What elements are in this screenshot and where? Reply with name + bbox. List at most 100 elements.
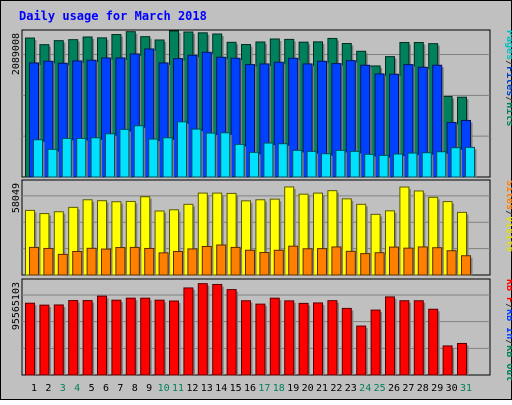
x-tick-label: 24: [359, 383, 371, 394]
bar-pages: [436, 151, 447, 178]
bar-pages: [33, 139, 43, 178]
bar-pages: [450, 147, 461, 178]
bar-pages: [321, 153, 331, 178]
bar-kb-f: [298, 302, 309, 376]
axis-legend-item: KB In: [504, 309, 512, 339]
x-tick-label: 23: [345, 383, 357, 394]
bar-kb-f: [39, 304, 50, 376]
x-tick-label: 27: [402, 383, 414, 394]
bar-sites: [216, 244, 227, 276]
bar-sites: [461, 255, 471, 276]
bar-sites: [57, 253, 68, 276]
bar-kb-f: [140, 297, 151, 376]
bar-sites: [403, 247, 414, 276]
bar-kb-f: [385, 296, 395, 376]
bar-sites: [230, 246, 241, 276]
panel-max-label: 58049: [11, 183, 22, 213]
axis-legend-item: /: [504, 339, 512, 345]
axis-legend-item: /: [504, 210, 512, 216]
x-tick-label: 29: [431, 383, 443, 394]
bar-sites: [173, 250, 183, 276]
x-tick-label: 16: [244, 383, 256, 394]
bar-kb-f: [284, 300, 295, 376]
bar-pages: [364, 153, 375, 178]
bar-pages: [263, 142, 274, 178]
bar-sites: [345, 250, 356, 276]
bar-kb-f: [457, 342, 467, 376]
bar-sites: [187, 248, 198, 276]
bar-kb-f: [97, 295, 107, 376]
bar-pages: [393, 153, 403, 178]
bar-kb-f: [154, 299, 165, 376]
bar-pages: [378, 154, 389, 178]
x-tick-label: 22: [330, 383, 342, 394]
bar-kb-f: [428, 308, 439, 376]
bar-sites: [417, 246, 428, 276]
bar-sites: [144, 247, 155, 276]
axis-legend-item: Files: [504, 66, 512, 96]
bar-sites: [389, 246, 399, 276]
bar-sites: [302, 248, 313, 276]
axis-legend-item: Visits: [504, 216, 512, 252]
bar-kb-f: [169, 300, 179, 376]
x-tick-label: 15: [230, 383, 242, 394]
bar-kb-f: [356, 325, 367, 376]
bar-sites: [273, 249, 284, 276]
plot-layer: 2089008Pages/Files/Hits58049Sites/Visits…: [11, 29, 512, 394]
bar-sites: [317, 248, 327, 276]
bar-pages: [205, 132, 216, 178]
x-tick-label: 10: [158, 383, 170, 394]
bar-pages: [465, 146, 475, 178]
x-tick-label: 28: [417, 383, 429, 394]
bar-sites: [331, 246, 342, 276]
bar-kb-f: [197, 283, 208, 376]
bar-kb-f: [313, 302, 323, 376]
panel-max-label: 95565103: [11, 282, 22, 330]
bar-sites: [245, 249, 255, 276]
bar-kb-f: [183, 287, 194, 376]
panel-max-label: 2089008: [11, 33, 22, 75]
x-tick-label: 6: [103, 383, 109, 394]
bar-kb-f: [269, 297, 280, 376]
panel-axis-legend: KB F/KB In/KB Out: [504, 279, 512, 381]
bar-pages: [306, 150, 317, 178]
bar-pages: [162, 137, 173, 178]
panel-axis-legend: Sites/Visits: [504, 180, 512, 252]
bar-kb-f: [341, 307, 352, 376]
axis-legend-item: /: [504, 303, 512, 309]
bar-pages: [249, 151, 259, 178]
axis-legend-item: KB Out: [504, 345, 512, 381]
axis-legend-item: Hits: [504, 102, 512, 126]
panel-axis-legend: Pages/Files/Hits: [504, 30, 512, 126]
chart-title: Daily usage for March 2018: [19, 9, 207, 23]
bar-sites: [432, 247, 443, 276]
x-tick-label: 5: [89, 383, 95, 394]
bar-sites: [288, 245, 299, 276]
x-tick-label: 20: [302, 383, 314, 394]
bar-sites: [158, 252, 169, 276]
bar-pages: [220, 132, 231, 178]
bar-sites: [29, 246, 39, 276]
x-tick-label: 7: [117, 383, 123, 394]
bar-pages: [177, 121, 187, 178]
x-tick-label: 30: [446, 383, 458, 394]
bar-sites: [101, 248, 111, 276]
bar-kb-f: [25, 302, 35, 376]
bar-pages: [76, 137, 87, 178]
x-tick-label: 9: [146, 383, 152, 394]
bar-pages: [292, 149, 303, 178]
bar-pages: [349, 150, 360, 178]
bar-pages: [119, 128, 130, 178]
bar-pages: [90, 137, 101, 178]
x-tick-label: 18: [273, 383, 285, 394]
bar-sites: [374, 252, 385, 276]
bar-kb-f: [413, 300, 424, 376]
bar-kb-f: [226, 289, 237, 376]
axis-legend-item: /: [504, 60, 512, 66]
x-tick-label: 14: [215, 383, 227, 394]
bar-kb-f: [327, 300, 338, 376]
bar-kb-f: [68, 300, 79, 376]
bar-pages: [105, 133, 115, 178]
bar-sites: [43, 247, 54, 276]
bar-kb-f: [370, 309, 381, 376]
